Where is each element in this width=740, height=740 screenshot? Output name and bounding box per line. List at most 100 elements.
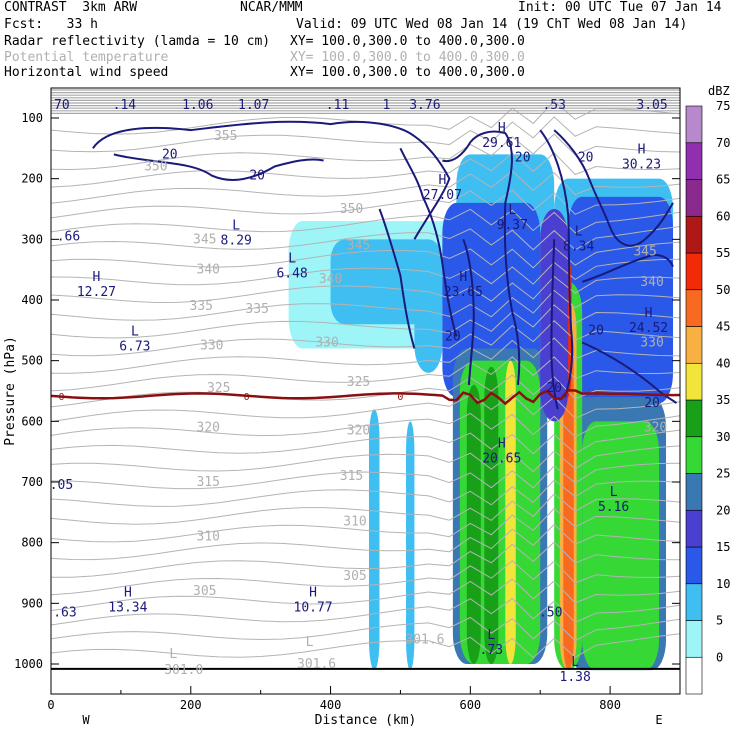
theta-label: 315 (340, 469, 363, 484)
extremum-value-label: 29.61 (482, 136, 521, 151)
reflectivity-cell (505, 360, 516, 664)
extremum-value-label: 6.73 (119, 339, 150, 354)
colorbar-label: 5 (716, 614, 723, 628)
colorbar-label: 0 (716, 650, 723, 664)
reflectivity-cell (330, 239, 443, 325)
theta-label: 305 (343, 569, 366, 584)
wind-contour-label: 20 (578, 150, 594, 165)
extremum-value-label: 8.34 (563, 239, 594, 254)
x-tick-label: 200 (180, 698, 202, 712)
colorbar-label: 55 (716, 246, 730, 260)
y-tick-label: 1000 (14, 657, 43, 671)
reflectivity-cell (368, 409, 380, 671)
x-tick-label: 600 (459, 698, 481, 712)
wind-contour-line (378, 208, 416, 349)
theta-label: 315 (197, 475, 220, 490)
colorbar-swatch (685, 399, 703, 438)
field-xy-wind: XY= 100.0,300.0 to 400.0,300.0 (290, 65, 525, 80)
colorbar-label: 30 (716, 430, 730, 444)
extremum-value-label: 27.07 (423, 188, 462, 203)
colorbar-swatch (685, 215, 703, 254)
reflectivity-cell (406, 421, 415, 671)
field-xy-theta: XY= 100.0,300.0 to 400.0,300.0 (290, 50, 525, 65)
theta-contour-line (51, 258, 680, 286)
top-value-label: .14 (113, 98, 137, 113)
theta-label: 310 (343, 514, 366, 529)
top-value-label: 3.76 (409, 98, 440, 113)
extremum-type-label: H (309, 585, 317, 600)
reflectivity-cell (563, 324, 574, 671)
theta-extremum-label: L (169, 647, 177, 662)
theta-label: 330 (640, 335, 663, 350)
theta-contour-line (51, 507, 680, 543)
wind-contour-label: 20 (515, 150, 531, 165)
theta-contour-line (51, 289, 680, 321)
theta-label: 305 (193, 584, 216, 599)
header-line2-left: Fcst: 33 h (4, 17, 98, 32)
edge-value-label: .63 (53, 605, 76, 620)
theta-contour-line (51, 412, 680, 438)
theta-label: 301.6 (405, 633, 444, 648)
wind-contour-line (462, 238, 559, 410)
reflectivity-cell (466, 384, 481, 664)
header-line2-right: Valid: 09 UTC Wed 08 Jan 14 (19 ChT Wed … (296, 17, 688, 32)
theta-contour-line (51, 208, 680, 234)
extremum-value-label: 23.65 (444, 285, 483, 300)
theta-contour-line (51, 462, 680, 490)
theta-label: 345 (633, 244, 656, 259)
extremum-value-label: 9.37 (497, 218, 528, 233)
theta-label: 325 (207, 381, 230, 396)
colorbar-swatch (685, 620, 703, 658)
extremum-type-label: L (610, 485, 618, 500)
y-tick-label: 100 (21, 111, 43, 125)
extremum-value-label: .73 (480, 643, 503, 658)
wind-contour-line (581, 254, 678, 404)
theta-label: 340 (640, 275, 663, 290)
extremum-type-label: L (571, 655, 579, 670)
theta-contour-line (51, 541, 680, 578)
theta-contour-line (51, 189, 680, 219)
extremum-type-label: L (232, 218, 240, 233)
colorbar-swatch (685, 583, 703, 621)
colorbar-label: 20 (716, 503, 730, 517)
theta-contour-line (51, 320, 680, 357)
colorbar-label: 50 (716, 283, 730, 297)
theta-label: 345 (347, 238, 370, 253)
wind-contour-line (539, 129, 574, 398)
header-line1-mid: NCAR/MMM (240, 0, 303, 15)
extremum-type-label: H (124, 585, 132, 600)
edge-value-label: .05 (50, 478, 73, 493)
extremum-type-label: H (498, 121, 506, 136)
colorbar-swatch (685, 473, 703, 511)
theta-contour-line (51, 633, 680, 659)
theta-label: 330 (200, 339, 223, 354)
theta-label: 340 (319, 272, 342, 287)
theta-contour-line (51, 560, 680, 596)
field-name-reflectivity: Radar reflectivity (lamda = 10 cm) (4, 34, 271, 49)
theta-label: 325 (347, 375, 370, 390)
theta-contour-line (51, 152, 680, 188)
freezing-level-label: 0 (244, 392, 250, 403)
extremum-value-label: 12.27 (77, 285, 116, 300)
theta-label: 320 (644, 420, 667, 435)
theta-contour-line (51, 597, 680, 626)
colorbar-swatch (685, 546, 703, 585)
extremum-type-label: H (438, 173, 446, 188)
extremum-value-label: 13.34 (108, 600, 147, 615)
edge-value-label: .50 (539, 605, 562, 620)
x-tick-label: 800 (599, 698, 621, 712)
top-value-label: .11 (326, 98, 349, 113)
x-tick-label: 400 (320, 698, 342, 712)
colorbar-swatch (685, 179, 703, 217)
theta-label: 301.0 (164, 663, 203, 678)
reflectivity-cell (484, 366, 499, 664)
plot-clip-group: 0 0 0 355 350 350 345 345 345 340 340 340 335 335 330 3… (50, 89, 680, 685)
x-end-label-west: W (82, 713, 90, 727)
colorbar-label: 65 (716, 173, 730, 187)
extremum-value-label: 24.52 (629, 321, 668, 336)
top-value-label: .53 (542, 98, 565, 113)
wind-contour-line (399, 147, 458, 337)
colorbar-label: 35 (716, 393, 730, 407)
